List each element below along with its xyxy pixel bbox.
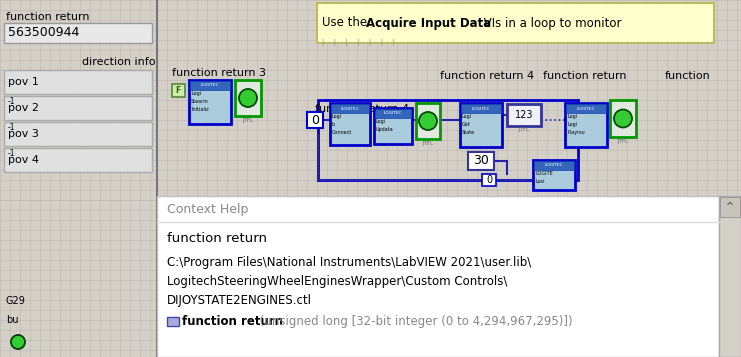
Bar (317, 3, 714, 43)
Bar (4, 23, 152, 43)
Text: JTFL: JTFL (519, 127, 530, 132)
Text: F: F (176, 86, 181, 95)
Bar (157, 196, 719, 357)
Text: Updata: Updata (376, 127, 393, 132)
Bar (375, 109, 411, 118)
Text: JTFL: JTFL (617, 139, 628, 144)
Text: LOGITE: LOGITE (535, 171, 553, 176)
Text: function return: function return (182, 315, 283, 328)
Text: Stearin: Stearin (191, 99, 209, 104)
Text: Logi: Logi (376, 119, 386, 124)
Text: function return: function return (543, 71, 626, 81)
Text: Get: Get (462, 122, 471, 127)
Bar (330, 103, 370, 145)
Text: VIs in a loop to monitor: VIs in a loop to monitor (480, 16, 622, 30)
Text: pov 2: pov 2 (8, 103, 39, 113)
Bar (189, 80, 231, 124)
Text: b: b (332, 122, 335, 127)
Text: 0: 0 (486, 175, 492, 185)
Text: Logi: Logi (191, 91, 201, 96)
Text: 563500944: 563500944 (8, 26, 79, 40)
Bar (307, 112, 323, 128)
Text: LOGITEC: LOGITEC (201, 84, 219, 87)
Text: LOGITEC: LOGITEC (341, 106, 359, 111)
Text: -1: -1 (8, 123, 16, 132)
Text: pov 3: pov 3 (8, 129, 39, 139)
Text: function return: function return (167, 232, 267, 245)
Bar (461, 104, 501, 113)
Text: G29: G29 (6, 296, 26, 306)
Text: Logi: Logi (567, 114, 577, 119)
Circle shape (11, 335, 25, 349)
Bar (4, 122, 152, 146)
Text: Acquire Input Data: Acquire Input Data (366, 16, 491, 30)
Text: function return 4: function return 4 (315, 104, 409, 114)
Text: -1: -1 (8, 97, 16, 106)
Text: 30: 30 (473, 155, 489, 167)
Bar (533, 160, 575, 190)
Text: function return: function return (6, 12, 90, 22)
Text: JTFL: JTFL (242, 118, 253, 123)
Text: LOGITEC: LOGITEC (384, 111, 402, 116)
Text: 0: 0 (311, 114, 319, 126)
Bar (720, 197, 740, 217)
Bar (468, 152, 494, 170)
Bar (566, 104, 606, 113)
Bar (416, 103, 440, 139)
Text: LOGITEC: LOGITEC (472, 106, 491, 111)
Text: Losi: Losi (535, 179, 545, 184)
Bar (482, 174, 496, 186)
Text: State: State (462, 130, 475, 135)
Text: pov 1: pov 1 (8, 77, 39, 87)
Bar (507, 104, 541, 126)
Text: DIJOYSTATE2ENGINES.ctl: DIJOYSTATE2ENGINES.ctl (167, 294, 312, 307)
Bar (610, 100, 636, 137)
Circle shape (614, 110, 632, 127)
Circle shape (239, 89, 257, 107)
Text: 123: 123 (515, 110, 534, 120)
Bar (719, 196, 741, 357)
Text: LOGITEC: LOGITEC (576, 106, 595, 111)
Bar (460, 103, 502, 147)
Bar (235, 80, 261, 116)
Text: JTFL: JTFL (422, 141, 433, 146)
Text: Logi: Logi (332, 114, 342, 119)
Text: Context Help: Context Help (167, 203, 248, 216)
Text: direction info: direction info (82, 57, 155, 67)
Text: LogitechSteeringWheelEnginesWrapper\Custom Controls\: LogitechSteeringWheelEnginesWrapper\Cust… (167, 275, 508, 288)
Bar (167, 317, 179, 326)
Text: ^: ^ (726, 202, 734, 212)
Text: Logi: Logi (462, 114, 472, 119)
Text: pov 4: pov 4 (8, 155, 39, 165)
Text: (unsigned long [32-bit integer (0 to 4,294,967,295)]): (unsigned long [32-bit integer (0 to 4,2… (256, 315, 573, 328)
Bar (534, 161, 574, 170)
Text: C:\Program Files\National Instruments\LabVIEW 2021\user.lib\: C:\Program Files\National Instruments\La… (167, 256, 531, 269)
Text: -1: -1 (8, 149, 16, 158)
Bar (374, 108, 412, 144)
Bar (172, 84, 185, 97)
Text: Logi: Logi (567, 122, 577, 127)
Text: Playinu: Playinu (567, 130, 585, 135)
Bar (4, 96, 152, 120)
Bar (318, 100, 578, 180)
Text: LOGITEC: LOGITEC (545, 164, 563, 167)
Text: function: function (665, 71, 711, 81)
Bar (4, 148, 152, 172)
Bar (565, 103, 607, 147)
Bar (331, 104, 369, 113)
Text: Connect: Connect (332, 130, 352, 135)
Text: function return 4: function return 4 (440, 71, 534, 81)
Text: bu: bu (6, 315, 19, 325)
Circle shape (419, 112, 437, 130)
Bar (190, 81, 230, 90)
Text: Initializ: Initializ (191, 107, 209, 112)
Text: Use the: Use the (322, 16, 371, 30)
Bar (4, 70, 152, 94)
Text: l    l    l    l    l    l    l: l l l l l l l (322, 39, 395, 48)
Text: function return 3: function return 3 (172, 68, 266, 78)
